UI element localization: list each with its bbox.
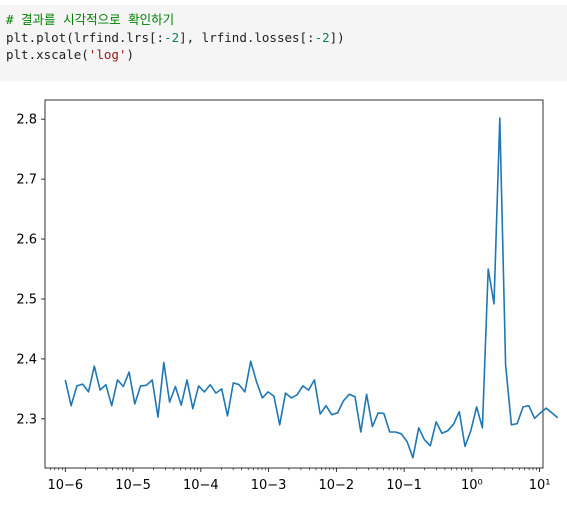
x-tick-label: 10−2 bbox=[318, 478, 354, 493]
code-token: plt.plot(lrfind.lrs[: bbox=[6, 29, 165, 45]
loss-line bbox=[64, 117, 559, 459]
x-tick-label: 10−4 bbox=[183, 478, 219, 493]
code-line-3: plt.xscale('log') bbox=[6, 46, 567, 64]
x-tick-label: 10−5 bbox=[115, 478, 151, 493]
code-string: 'log' bbox=[88, 47, 127, 62]
plot-area bbox=[44, 99, 544, 469]
code-token: ]) bbox=[329, 29, 345, 45]
y-tick-label: 2.7 bbox=[16, 173, 37, 188]
y-axis: 2.3 2.4 2.5 2.6 2.7 2.8 bbox=[16, 113, 45, 427]
code-line-2: plt.plot(lrfind.lrs[:-2], lrfind.losses[… bbox=[6, 29, 567, 47]
y-tick-label: 2.3 bbox=[16, 412, 37, 427]
code-comment: # 결과를 시각적으로 확인하기 bbox=[6, 12, 175, 27]
cell-output: 2.3 2.4 2.5 2.6 2.7 2.8 10−6 10−5 10−4 10−3 10−2 1… bbox=[0, 88, 567, 511]
code-token: ], lrfind.losses[: bbox=[179, 29, 315, 45]
code-token: ) bbox=[126, 47, 134, 62]
y-tick-label: 2.6 bbox=[16, 233, 37, 248]
x-tick-label: 10−3 bbox=[251, 478, 287, 493]
code-line-1: # 결과를 시각적으로 확인하기 bbox=[6, 11, 567, 29]
y-tick-label: 2.4 bbox=[16, 352, 37, 367]
code-cell[interactable]: # 결과를 시각적으로 확인하기 plt.plot(lrfind.lrs[:-2… bbox=[0, 5, 567, 81]
code-number: -2 bbox=[314, 29, 330, 45]
y-tick-label: 2.8 bbox=[16, 113, 37, 128]
x-tick-label: 10¹ bbox=[529, 478, 551, 493]
loss-vs-lr-chart: 2.32.42.52.62.72.8 10−6 10−5 10−4 10−3 10−2 1… bbox=[16, 99, 559, 493]
x-axis: 10−6 10−5 10−4 10−3 10−2 10−1 10⁰ 10¹ bbox=[47, 468, 550, 493]
x-tick-label: 10−6 bbox=[47, 478, 83, 493]
x-tick-label: 10⁰ bbox=[461, 478, 483, 493]
y-tick-label: 2.5 bbox=[16, 292, 37, 307]
code-number: -2 bbox=[164, 29, 180, 45]
x-tick-label: 10−1 bbox=[386, 478, 422, 493]
code-token: plt.xscale( bbox=[6, 47, 89, 62]
